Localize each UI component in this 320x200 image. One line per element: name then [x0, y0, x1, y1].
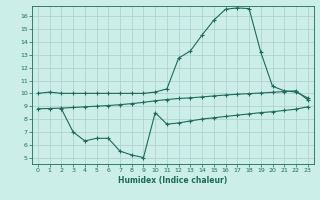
X-axis label: Humidex (Indice chaleur): Humidex (Indice chaleur) — [118, 176, 228, 185]
